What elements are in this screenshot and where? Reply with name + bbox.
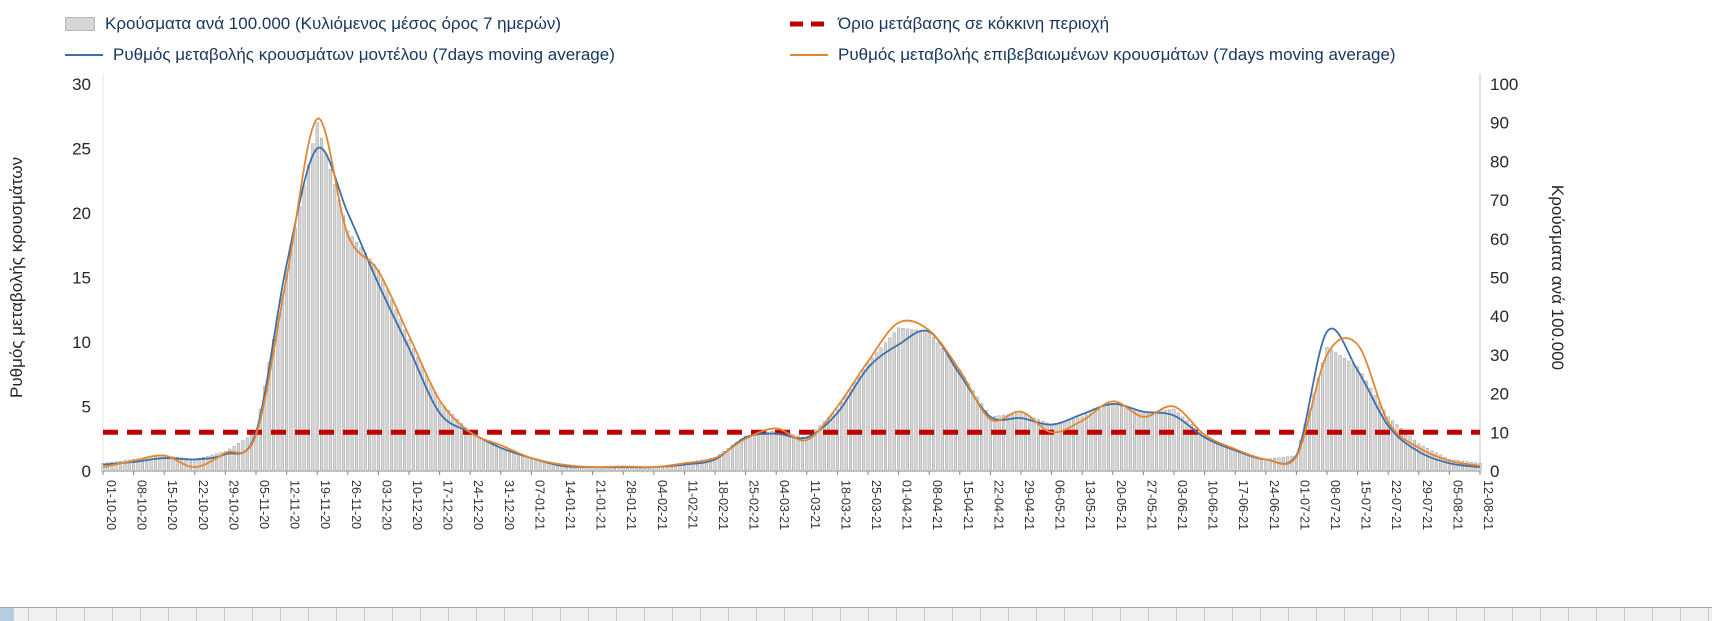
legend-label-confirmed: Ρυθμός μεταβολής επιβεβαιωμένων κρουσμάτ… xyxy=(838,44,1396,64)
svg-text:18-02-21: 18-02-21 xyxy=(716,480,730,530)
svg-text:18-03-21: 18-03-21 xyxy=(838,480,852,530)
svg-text:03-12-20: 03-12-20 xyxy=(379,480,393,530)
svg-text:04-02-21: 04-02-21 xyxy=(655,480,669,530)
y-axis-right-labels: 0 10 20 30 40 50 60 70 80 90 100 xyxy=(1490,75,1518,481)
legend-label-threshold: Όριο μετάβασης σε κόκκινη περιοχή xyxy=(838,13,1110,33)
svg-text:05-08-21: 05-08-21 xyxy=(1450,480,1464,530)
svg-text:15: 15 xyxy=(72,269,91,288)
svg-text:15-04-21: 15-04-21 xyxy=(961,480,975,530)
legend-item-bars: Κρούσματα ανά 100.000 (Κυλιόμενος μέσος … xyxy=(65,14,790,34)
svg-text:08-07-21: 08-07-21 xyxy=(1328,480,1342,530)
svg-text:70: 70 xyxy=(1490,191,1509,210)
svg-text:29-04-21: 29-04-21 xyxy=(1022,480,1036,530)
model-line-icon xyxy=(65,53,103,56)
svg-text:5: 5 xyxy=(82,398,91,417)
legend-item-threshold: Όριο μετάβασης σε κόκκινη περιοχή xyxy=(790,14,1672,34)
svg-text:01-04-21: 01-04-21 xyxy=(900,480,914,530)
svg-text:11-02-21: 11-02-21 xyxy=(685,480,699,529)
svg-text:01-07-21: 01-07-21 xyxy=(1297,480,1311,530)
svg-text:15-07-21: 15-07-21 xyxy=(1359,480,1373,530)
legend-label-model: Ρυθμός μεταβολής κρουσμάτων μοντέλου (7d… xyxy=(113,44,615,64)
svg-text:04-03-21: 04-03-21 xyxy=(777,480,791,530)
svg-text:10-12-20: 10-12-20 xyxy=(410,480,424,530)
svg-text:100: 100 xyxy=(1490,75,1518,94)
svg-text:27-05-21: 27-05-21 xyxy=(1144,480,1158,530)
svg-text:26-11-20: 26-11-20 xyxy=(349,480,363,529)
svg-text:20: 20 xyxy=(72,204,91,223)
confirmed-line-icon xyxy=(790,53,828,56)
svg-text:08-10-20: 08-10-20 xyxy=(135,480,149,530)
svg-text:08-04-21: 08-04-21 xyxy=(930,480,944,530)
svg-text:29-07-21: 29-07-21 xyxy=(1420,480,1434,530)
svg-text:30: 30 xyxy=(72,75,91,94)
chart-legend: Κρούσματα ανά 100.000 (Κυλιόμενος μέσος … xyxy=(65,8,1672,70)
svg-text:22-10-20: 22-10-20 xyxy=(196,480,210,530)
svg-text:15-10-20: 15-10-20 xyxy=(165,480,179,530)
svg-text:24-06-21: 24-06-21 xyxy=(1267,480,1281,530)
svg-text:90: 90 xyxy=(1490,114,1509,133)
svg-text:29-10-20: 29-10-20 xyxy=(226,480,240,530)
svg-text:24-12-20: 24-12-20 xyxy=(471,480,485,530)
svg-text:19-11-20: 19-11-20 xyxy=(318,480,332,529)
svg-text:21-01-21: 21-01-21 xyxy=(594,480,608,530)
legend-label-bars: Κρούσματα ανά 100.000 (Κυλιόμενος μέσος … xyxy=(105,13,562,33)
svg-text:10-06-21: 10-06-21 xyxy=(1206,480,1220,530)
bar-series-icon xyxy=(65,16,95,31)
svg-text:10: 10 xyxy=(1490,423,1509,442)
y-axis-left-labels: 0 5 10 15 20 25 30 xyxy=(72,75,91,481)
svg-text:25-02-21: 25-02-21 xyxy=(747,480,761,530)
svg-text:03-06-21: 03-06-21 xyxy=(1175,480,1189,530)
svg-text:60: 60 xyxy=(1490,230,1509,249)
svg-text:0: 0 xyxy=(82,462,91,481)
svg-text:10: 10 xyxy=(72,333,91,352)
confirmed-line xyxy=(102,117,1481,469)
svg-text:31-12-20: 31-12-20 xyxy=(502,480,516,530)
chart-canvas: 0 5 10 15 20 25 30 0 10 20 30 40 50 60 70 80 90 100 01-10-… xyxy=(7,74,1567,530)
svg-text:12-11-20: 12-11-20 xyxy=(288,480,302,529)
svg-text:13-05-21: 13-05-21 xyxy=(1083,480,1097,530)
svg-text:25: 25 xyxy=(72,140,91,159)
svg-text:30: 30 xyxy=(1490,346,1509,365)
svg-text:40: 40 xyxy=(1490,307,1509,326)
svg-text:28-01-21: 28-01-21 xyxy=(624,480,638,530)
svg-text:14-01-21: 14-01-21 xyxy=(563,480,577,530)
svg-text:07-01-21: 07-01-21 xyxy=(532,480,546,530)
svg-text:0: 0 xyxy=(1490,462,1499,481)
svg-text:50: 50 xyxy=(1490,269,1509,288)
svg-text:17-12-20: 17-12-20 xyxy=(441,480,455,530)
axes xyxy=(102,74,1481,472)
svg-text:22-04-21: 22-04-21 xyxy=(991,480,1005,530)
svg-text:22-07-21: 22-07-21 xyxy=(1389,480,1403,530)
svg-text:01-10-20: 01-10-20 xyxy=(104,480,118,530)
svg-text:05-11-20: 05-11-20 xyxy=(257,480,271,529)
svg-text:80: 80 xyxy=(1490,152,1509,171)
axis-titles: Ρυθμός μεταβολής κρουσμάτων Κρούσματα ανά… xyxy=(7,157,1567,398)
svg-text:11-03-21: 11-03-21 xyxy=(808,480,822,529)
svg-text:06-05-21: 06-05-21 xyxy=(1053,480,1067,530)
legend-item-model: Ρυθμός μεταβολής κρουσμάτων μοντέλου (7d… xyxy=(65,45,790,65)
svg-text:12-08-21: 12-08-21 xyxy=(1481,480,1495,530)
svg-text:20: 20 xyxy=(1490,385,1509,404)
x-axis-labels: 01-10-20 08-10-20 15-10-20 22-10-20 29-10-20… xyxy=(102,471,1495,530)
y-axis-left-title: Ρυθμός μεταβολής κρουσμάτων xyxy=(7,157,26,398)
bars-series xyxy=(101,122,1482,472)
y-axis-right-title: Κρούσματα ανά 100.000 xyxy=(1548,185,1567,370)
threshold-line-icon xyxy=(790,21,828,26)
svg-text:20-05-21: 20-05-21 xyxy=(1114,480,1128,530)
svg-text:25-03-21: 25-03-21 xyxy=(869,480,883,530)
svg-text:17-06-21: 17-06-21 xyxy=(1236,480,1250,530)
sheet-cell-first[interactable] xyxy=(0,607,14,621)
legend-item-confirmed: Ρυθμός μεταβολής επιβεβαιωμένων κρουσμάτ… xyxy=(790,45,1672,65)
sheet-cells-strip[interactable] xyxy=(0,607,1712,621)
